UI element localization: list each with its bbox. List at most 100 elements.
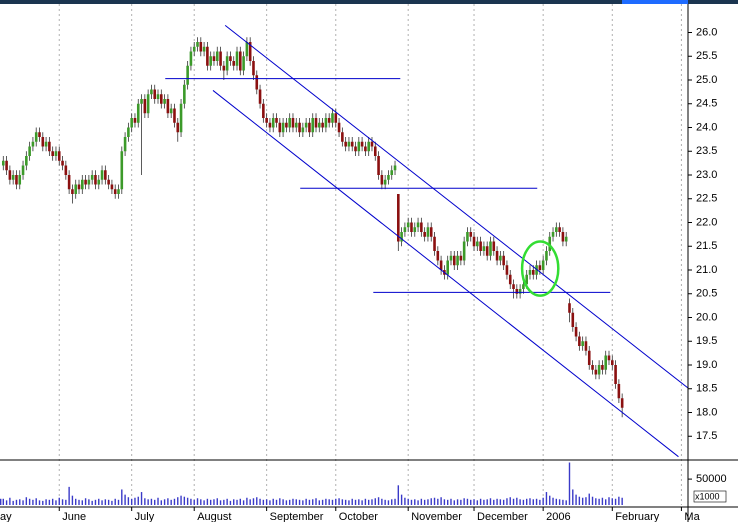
volume-bar — [19, 499, 21, 505]
y-tick-label: 20.0 — [696, 311, 717, 323]
volume-bar — [193, 499, 195, 505]
candle-body — [327, 118, 331, 123]
candle-body — [54, 151, 58, 156]
candle-body — [34, 132, 38, 142]
volume-bar — [565, 500, 567, 505]
volume-bar — [5, 500, 8, 505]
candle-body — [117, 189, 120, 194]
candle-body — [476, 241, 479, 247]
y-tick-label: 18.5 — [696, 383, 717, 395]
candle-body — [413, 227, 417, 232]
volume-bar — [443, 499, 446, 505]
candle-body — [515, 289, 519, 294]
candle-body — [100, 170, 104, 180]
volume-bar — [190, 498, 192, 505]
volume-bar — [417, 500, 419, 505]
candle-body — [215, 51, 219, 61]
volume-bar — [364, 498, 367, 505]
candle-body — [146, 94, 150, 114]
volume-bar — [104, 499, 107, 505]
y-tick-label: 24.5 — [696, 98, 717, 110]
marks — [0, 37, 624, 505]
candle-body — [545, 251, 548, 261]
volume-bar — [32, 499, 34, 505]
volume-bar — [539, 499, 541, 505]
candle-body — [133, 118, 137, 123]
volume-bar — [295, 499, 297, 505]
candle-body — [242, 56, 245, 71]
volume-bar — [216, 498, 218, 505]
candle-body — [482, 246, 486, 251]
candle-body — [492, 241, 496, 251]
candle-body — [199, 42, 203, 52]
volume-bar — [525, 498, 528, 505]
candle-body — [28, 146, 31, 156]
trend-line — [212, 90, 679, 458]
volume-bar — [331, 499, 334, 505]
candle-body — [505, 265, 509, 275]
candle-body — [420, 222, 423, 232]
x-tick-label: July — [135, 511, 155, 522]
candle-body — [423, 232, 426, 237]
candle-body — [410, 222, 413, 232]
candle-body — [499, 255, 502, 261]
candle-body — [94, 175, 97, 185]
volume-bar — [489, 498, 492, 505]
candle-body — [311, 118, 315, 133]
volume-bar — [288, 499, 291, 505]
volume-bar — [562, 499, 564, 505]
candle-body — [291, 118, 295, 128]
candle-body — [186, 65, 189, 85]
volume-bar — [400, 494, 403, 505]
volume-bar — [121, 489, 123, 505]
candle-body — [298, 122, 301, 133]
volume-bar — [509, 497, 511, 505]
candle-body — [130, 118, 133, 128]
candle-body — [597, 365, 601, 375]
candle-body — [153, 89, 157, 99]
trend-line — [224, 24, 689, 389]
candle-body — [123, 137, 127, 152]
volume-bar — [170, 499, 172, 505]
candle-body — [508, 274, 512, 285]
candle-body — [452, 255, 456, 266]
volume-bar — [94, 499, 97, 505]
candle-body — [113, 189, 117, 194]
volume-bar — [407, 498, 409, 505]
candle-body — [173, 108, 176, 123]
y-tick-label: 25.0 — [696, 74, 717, 86]
candle-body — [209, 56, 212, 66]
candle-body — [156, 94, 160, 99]
candle-body — [136, 103, 140, 123]
candle-body — [206, 46, 209, 66]
candle-body — [357, 141, 361, 152]
volume-bar — [246, 497, 248, 505]
candle-body — [176, 122, 180, 133]
volume-bar — [446, 499, 449, 505]
volume-bar — [338, 498, 340, 505]
volume-bar — [140, 492, 143, 505]
volume-bar — [68, 486, 70, 505]
volume-bar — [28, 498, 31, 505]
candle-body — [222, 65, 226, 71]
candle-body — [192, 46, 196, 52]
x-tick-label: ay — [0, 511, 12, 522]
candle-body — [403, 227, 407, 232]
candle-body — [25, 156, 28, 166]
volume-bar — [440, 497, 442, 505]
candle-body — [87, 179, 91, 185]
volume-bar — [275, 499, 278, 505]
candle-body — [383, 179, 387, 185]
candle-body — [429, 227, 433, 237]
volume-bar — [265, 499, 268, 505]
candle-body — [525, 274, 528, 285]
candle-body — [225, 56, 229, 71]
volume-bar — [58, 497, 60, 505]
volume-bar — [114, 498, 116, 505]
volume-bar — [111, 500, 113, 505]
volume-bar — [209, 499, 212, 505]
grid — [58, 4, 682, 505]
candle-body — [538, 265, 542, 270]
candle-body — [74, 184, 78, 194]
